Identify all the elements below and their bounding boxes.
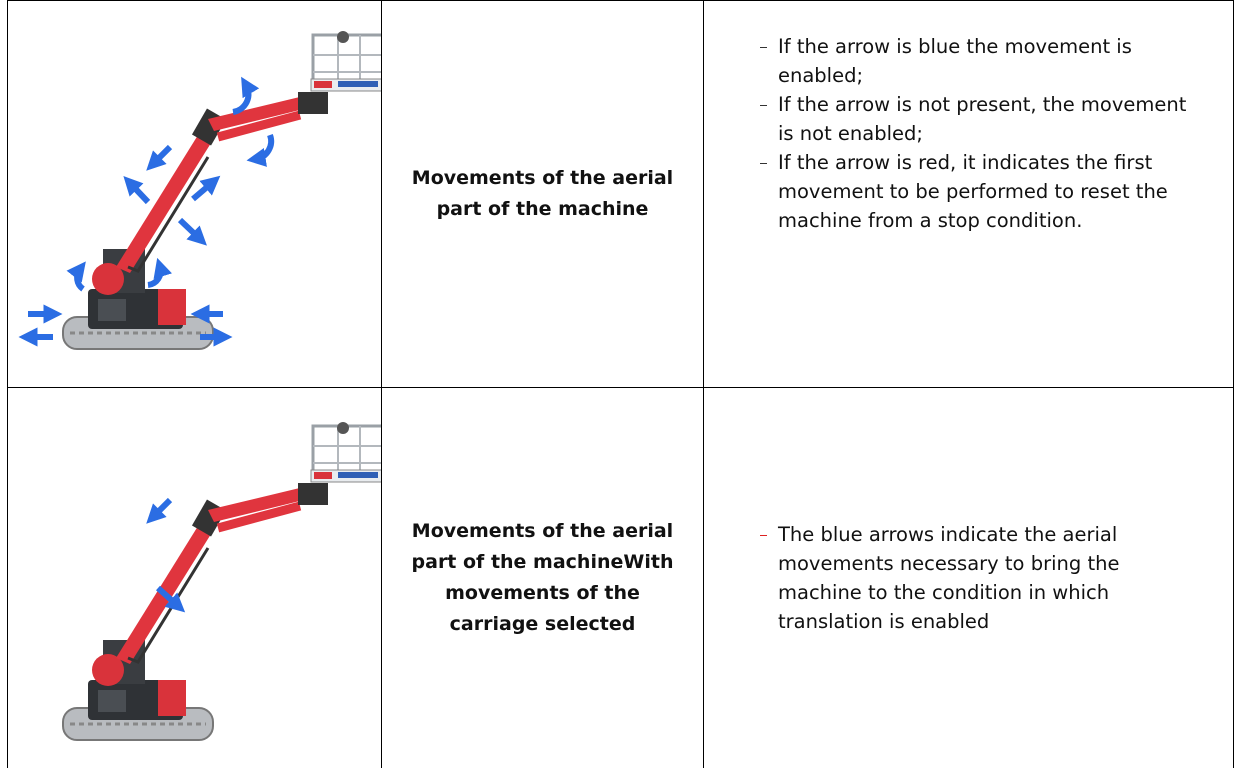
bullet-dash bbox=[760, 535, 767, 536]
machine bbox=[63, 31, 381, 349]
bullet-text: If the arrow is red, it indicates the fi… bbox=[778, 151, 1168, 232]
label-line: Movements of the aerial part of the mach… bbox=[412, 167, 673, 220]
bullet-dash bbox=[760, 47, 767, 48]
bullet-text: If the arrow is not present, the movemen… bbox=[778, 93, 1186, 145]
image-cell bbox=[8, 388, 382, 768]
bullet-list: The blue arrows indicate the aerial move… bbox=[760, 520, 1193, 636]
page: {"table": {"rows": [ {"label": ["Movemen… bbox=[0, 0, 1243, 731]
machine-illustration bbox=[8, 388, 381, 764]
table-row: Movements of the aerial part of the mach… bbox=[8, 388, 1234, 768]
bullet-text: If the arrow is blue the movement is ena… bbox=[778, 35, 1132, 87]
movements-table: Movements of the aerial part of the mach… bbox=[7, 0, 1234, 768]
bullet-text: The blue arrows indicate the aerial move… bbox=[778, 523, 1119, 633]
row-label: Movements of the aerial part of the mach… bbox=[382, 1, 704, 388]
bullet-dash bbox=[760, 163, 767, 164]
table-row: Movements of the aerial part of the mach… bbox=[8, 1, 1234, 388]
image-cell bbox=[8, 1, 382, 388]
description-cell: The blue arrows indicate the aerial move… bbox=[704, 388, 1234, 768]
bullet-item: If the arrow is not present, the movemen… bbox=[760, 90, 1193, 148]
machine-illustration bbox=[8, 17, 381, 372]
bullet-list: If the arrow is blue the movement is ena… bbox=[760, 32, 1193, 235]
bullet-item: The blue arrows indicate the aerial move… bbox=[760, 520, 1193, 636]
bullet-item: If the arrow is red, it indicates the fi… bbox=[760, 148, 1193, 235]
bullet-dash bbox=[760, 105, 767, 106]
bullet-item: If the arrow is blue the movement is ena… bbox=[760, 32, 1193, 90]
row-label: Movements of the aerial part of the mach… bbox=[382, 388, 704, 768]
description-cell: If the arrow is blue the movement is ena… bbox=[704, 1, 1234, 388]
machine bbox=[63, 422, 381, 740]
